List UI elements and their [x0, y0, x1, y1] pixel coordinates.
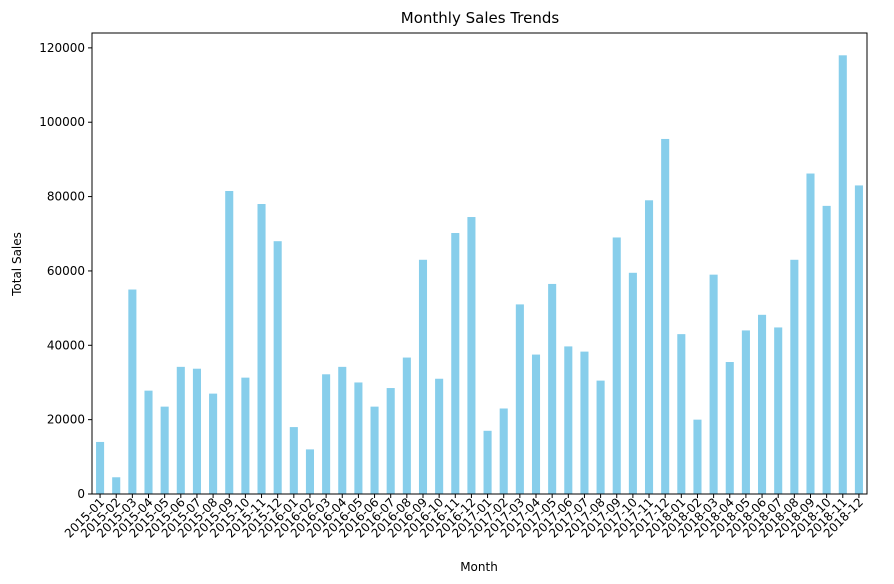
bar-2016-07	[386, 388, 395, 494]
bar-2015-05	[160, 406, 169, 494]
bar-2018-02	[693, 419, 702, 494]
bar-2016-11	[451, 233, 460, 494]
bar-2016-09	[418, 259, 428, 494]
bar-2016-06	[370, 406, 379, 494]
bar-2018-05	[741, 330, 750, 494]
bar-2016-08	[402, 357, 411, 494]
bar-2018-04	[725, 362, 734, 494]
bar-2017-11	[644, 200, 654, 494]
y-axis-label: Total Sales	[10, 232, 24, 297]
y-tick-label: 80000	[47, 190, 85, 204]
bar-2018-12	[854, 185, 863, 494]
bar-2016-12	[467, 217, 476, 494]
bar-2017-06	[564, 346, 573, 494]
bar-2016-05	[354, 382, 363, 494]
bar-2017-01	[483, 430, 492, 494]
bar-2015-04	[144, 390, 153, 494]
bar-2018-06	[758, 314, 767, 494]
y-tick-label: 100000	[39, 115, 85, 129]
bar-2017-12	[661, 138, 670, 495]
y-tick-label: 40000	[47, 338, 85, 352]
bar-2016-03	[322, 374, 331, 494]
bar-2018-01	[677, 334, 686, 494]
bar-2017-02	[499, 408, 508, 494]
bar-2017-07	[580, 351, 589, 494]
bar-2018-09	[806, 173, 815, 494]
bar-2016-04	[338, 366, 347, 494]
bar-2018-10	[822, 205, 831, 494]
y-tick-label: 20000	[47, 413, 85, 427]
bar-2018-08	[790, 259, 799, 494]
bar-2017-04	[531, 354, 541, 494]
bar-2017-08	[596, 380, 605, 494]
x-axis-ticks: 2015-012015-022015-032015-042015-052015-…	[62, 494, 866, 541]
bar-2015-10	[241, 377, 250, 494]
y-axis-ticks: 0 20000 40000 60000 80000 100000 120000	[39, 41, 92, 501]
bar-2015-08	[209, 393, 218, 494]
bar-2018-11	[838, 55, 847, 494]
bar-2015-09	[225, 191, 234, 494]
bar-2016-02	[305, 449, 315, 494]
bar-series	[96, 55, 863, 495]
bar-2015-01	[96, 441, 105, 494]
bar-2017-03	[515, 304, 524, 494]
bar-2015-07	[192, 368, 201, 494]
bar-2015-03	[128, 289, 137, 494]
bar-2015-06	[176, 366, 185, 494]
bar-2018-03	[709, 274, 718, 494]
bar-2015-11	[257, 204, 266, 495]
bar-2015-12	[273, 241, 282, 494]
bar-2017-10	[628, 272, 637, 494]
y-tick-label: 0	[77, 487, 85, 501]
y-tick-label: 120000	[39, 41, 85, 55]
bar-2016-01	[289, 427, 298, 494]
x-axis-label: Month	[460, 560, 498, 574]
bar-2017-09	[612, 237, 621, 494]
bar-2018-07	[774, 327, 783, 494]
chart-title: Monthly Sales Trends	[401, 9, 560, 27]
bar-2017-05	[548, 283, 557, 494]
plot-frame	[91, 32, 868, 495]
bar-2016-10	[435, 378, 444, 494]
bar-2015-02	[112, 477, 121, 494]
y-tick-label: 60000	[47, 264, 85, 278]
